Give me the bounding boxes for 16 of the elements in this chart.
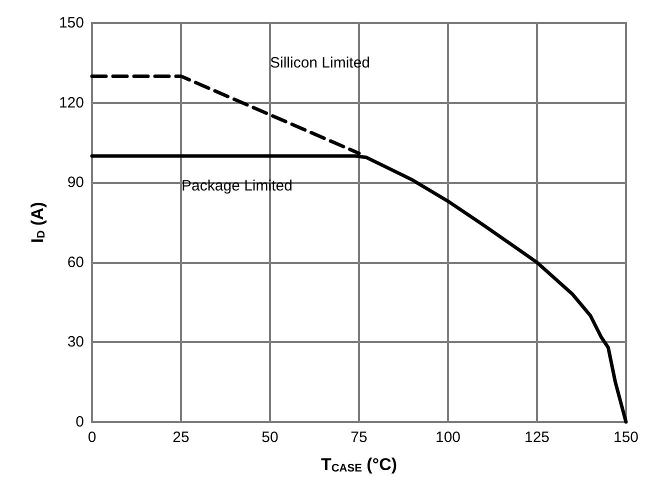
x-tick-label: 100 — [435, 429, 461, 446]
x-tick-label: 50 — [262, 429, 278, 446]
x-tick-label: 25 — [172, 429, 190, 446]
y-tick-label: 90 — [67, 174, 84, 192]
x-tick-label: 150 — [613, 429, 639, 446]
x-tick-label: 75 — [350, 429, 368, 446]
x-tick-label: 0 — [88, 429, 96, 446]
y-tick-label: 150 — [58, 14, 84, 32]
y-tick-label: 30 — [67, 334, 84, 351]
y-axis-title: ID (A) — [28, 202, 48, 243]
y-tick-label: 0 — [76, 414, 84, 430]
y-tick-label: 60 — [67, 254, 84, 271]
y-tick-label: 120 — [58, 94, 84, 112]
x-tick-label: 125 — [524, 429, 550, 446]
annotation: Sillicon Limited — [270, 54, 370, 72]
annotation: Package Limited — [182, 178, 292, 194]
